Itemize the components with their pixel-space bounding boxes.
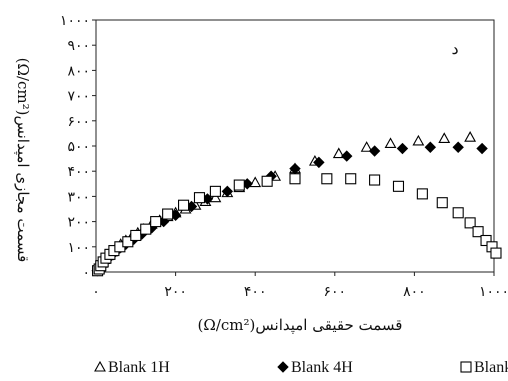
data-point	[178, 199, 190, 211]
data-point	[384, 137, 397, 149]
series-triangle	[92, 131, 477, 275]
x-tick-label: ۱۰۰۰	[479, 284, 508, 300]
data-point	[452, 141, 464, 153]
legend-item: Blank ...	[460, 359, 508, 376]
series-square	[92, 173, 502, 277]
y-tick-label: ۱۰۰	[67, 240, 90, 256]
data-point	[341, 150, 353, 162]
y-tick-label: ۹۰۰	[67, 38, 90, 54]
data-point	[464, 131, 477, 142]
legend-item: Blank 4H	[277, 359, 353, 376]
legend-label: Blank ...	[474, 359, 508, 376]
data-point	[332, 147, 345, 159]
data-point	[150, 216, 162, 228]
legend-label: Blank 1H	[108, 359, 170, 376]
x-axis-title: قسمت حقیقی امپدانس(Ω/cm²)	[198, 316, 403, 334]
data-point	[438, 132, 451, 143]
y-tick-label: ۵۰۰	[67, 139, 90, 155]
data-point	[472, 226, 484, 238]
legend-marker	[460, 361, 472, 373]
data-point	[416, 188, 428, 200]
data-point	[313, 156, 325, 169]
y-tick-label: ۰	[82, 265, 90, 281]
x-axis-ticks: ۰ ۲۰۰ ۴۰۰ ۶۰۰ ۸۰۰ ۱۰۰۰	[92, 272, 508, 300]
data-point	[412, 134, 425, 146]
x-tick-label: ۴۰۰	[244, 284, 267, 300]
legend-item: Blank 1H	[94, 359, 170, 376]
data-point	[249, 176, 262, 188]
data-point	[221, 185, 234, 198]
y-axis-ticks: ۰ ۱۰۰ ۲۰۰ ۳۰۰ ۴۰۰ ۵۰۰ ۶۰۰ ۷۰۰ ۸۰۰ ۹۰۰ ۱۰۰۰	[60, 13, 96, 281]
series-diamond	[91, 141, 488, 277]
data-point	[480, 234, 492, 247]
data-point	[193, 192, 206, 204]
x-tick-label: ۲۰۰	[164, 284, 187, 300]
y-tick-label: ۴۰۰	[67, 164, 90, 180]
data-point	[122, 236, 134, 248]
legend-label: Blank 4H	[291, 359, 353, 376]
data-point	[392, 180, 405, 192]
legend-marker	[277, 361, 289, 373]
x-tick-label: ۰	[92, 284, 100, 300]
data-point	[140, 223, 152, 235]
data-point	[261, 175, 273, 187]
data-point	[490, 247, 502, 259]
series-layer	[91, 131, 502, 277]
data-point	[369, 174, 381, 186]
y-tick-label: ۸۰۰	[67, 63, 90, 79]
y-axis-title: قسمت مجازی امپدانس(Ω/cm²)	[14, 58, 32, 263]
data-point	[289, 173, 301, 185]
data-point	[476, 142, 488, 155]
data-point	[209, 191, 222, 203]
data-point	[162, 208, 174, 220]
legend: Blank 1H Blank 4H Blank ...	[94, 359, 508, 376]
panel-label: د	[451, 39, 458, 58]
data-point	[130, 229, 142, 242]
y-tick-label: ۱۰۰۰	[60, 13, 90, 29]
x-tick-label: ۸۰۰	[403, 284, 426, 300]
data-point	[345, 173, 357, 185]
y-tick-label: ۷۰۰	[67, 89, 90, 105]
y-tick-label: ۶۰۰	[67, 114, 90, 130]
data-point	[464, 217, 476, 229]
data-point	[396, 142, 409, 155]
data-point	[424, 141, 437, 153]
data-point	[321, 173, 333, 185]
y-tick-label: ۲۰۰	[67, 215, 90, 231]
y-tick-label: ۳۰۰	[67, 189, 90, 205]
legend-marker	[94, 360, 106, 372]
data-point	[209, 185, 221, 197]
data-point	[436, 197, 448, 209]
data-point	[452, 207, 464, 219]
x-tick-label: ۶۰۰	[324, 284, 347, 300]
data-point	[233, 179, 245, 191]
data-point	[368, 145, 381, 157]
data-point	[360, 141, 373, 152]
